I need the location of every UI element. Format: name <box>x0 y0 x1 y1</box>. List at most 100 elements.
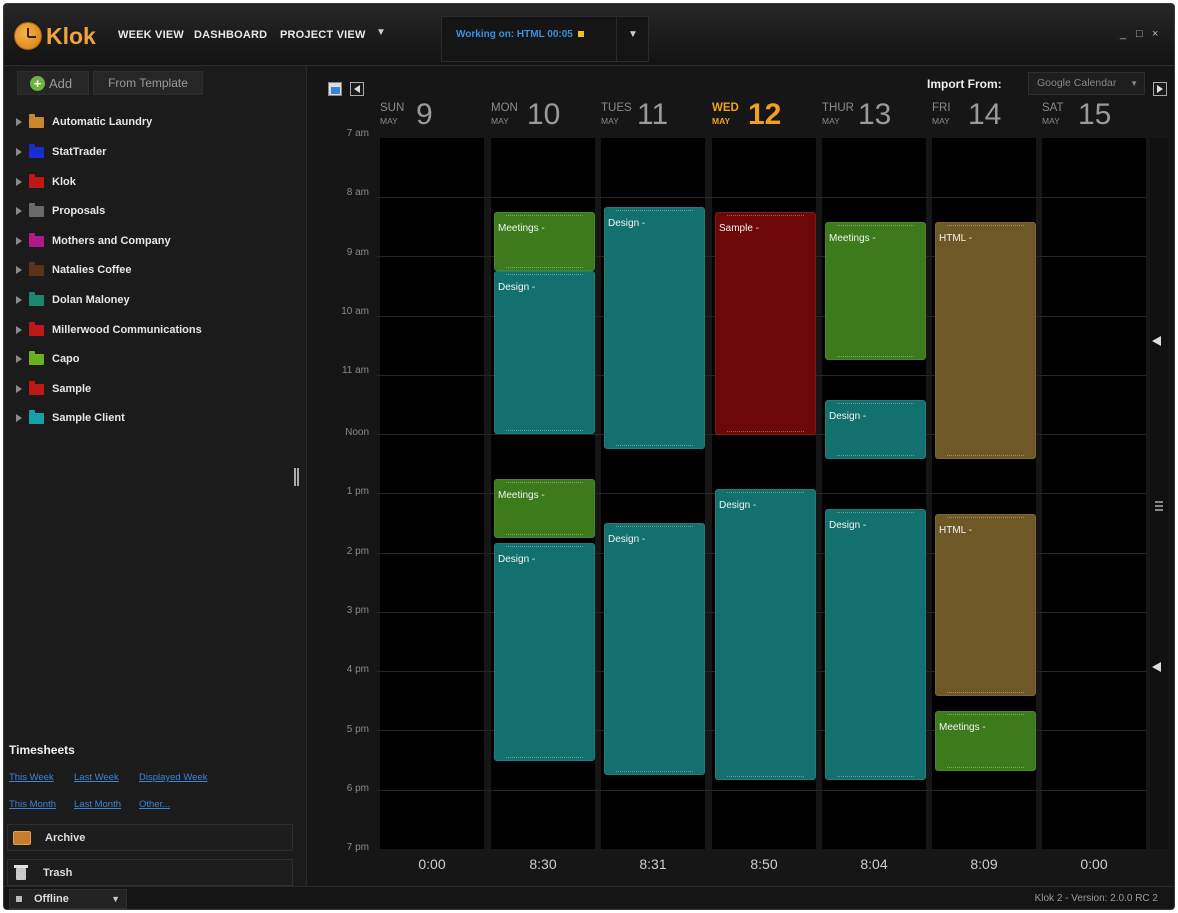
hour-label: 7 am <box>346 128 369 139</box>
day-month: MAY <box>822 116 840 126</box>
expand-arrow-icon[interactable] <box>16 296 22 304</box>
clock-icon <box>14 22 42 50</box>
entry-label: Design - <box>719 499 757 511</box>
project-item[interactable]: Sample Client <box>16 408 301 428</box>
project-item[interactable]: Dolan Maloney <box>16 290 301 310</box>
status-icon <box>16 896 22 902</box>
next-week-button[interactable] <box>1153 82 1167 96</box>
project-item[interactable]: Automatic Laundry <box>16 112 301 132</box>
time-entry-block[interactable]: Design - <box>494 543 595 761</box>
archive-label: Archive <box>45 831 86 844</box>
maximize-button[interactable]: □ <box>1136 28 1143 40</box>
sidebar-resize-handle[interactable] <box>294 468 299 486</box>
project-item[interactable]: Mothers and Company <box>16 231 301 251</box>
project-item[interactable]: Sample <box>16 379 301 399</box>
nav-project-view[interactable]: PROJECT VIEW <box>280 29 366 41</box>
project-item[interactable]: Capo <box>16 349 301 369</box>
time-entry-block[interactable]: Design - <box>604 523 705 776</box>
day-number: 9 <box>416 98 433 131</box>
expand-arrow-icon[interactable] <box>16 385 22 393</box>
time-entry-block[interactable]: HTML - <box>935 513 1036 697</box>
folder-icon <box>29 380 44 395</box>
expand-arrow-icon[interactable] <box>16 237 22 245</box>
timesheet-link-this-month[interactable]: This Month <box>9 799 56 810</box>
calendar-scrollbar[interactable] <box>1150 138 1168 849</box>
time-entry-block[interactable]: Meetings - <box>825 222 926 361</box>
time-entry-block[interactable]: HTML - <box>935 222 1036 460</box>
entry-label: Meetings - <box>498 223 545 235</box>
scroll-range-end-marker[interactable] <box>1152 662 1161 672</box>
minimize-button[interactable]: _ <box>1120 28 1127 40</box>
hour-label: 7 pm <box>346 842 369 853</box>
time-entry-block[interactable]: Design - <box>715 488 816 781</box>
nav-dashboard[interactable]: DASHBOARD <box>194 29 268 41</box>
nav-more-chevron-down-icon[interactable]: ▼ <box>376 27 386 38</box>
time-entry-block[interactable]: Meetings - <box>494 212 595 272</box>
time-entry-block[interactable]: Meetings - <box>494 478 595 539</box>
project-item[interactable]: StatTrader <box>16 142 301 162</box>
timesheet-link-other[interactable]: Other... <box>139 799 171 810</box>
time-entry-block[interactable]: Design - <box>825 399 926 460</box>
folder-icon <box>29 321 44 336</box>
entry-label: Meetings - <box>939 722 986 734</box>
scroll-range-start-marker[interactable] <box>1152 336 1161 346</box>
time-entry-block[interactable]: Sample - <box>715 212 816 435</box>
day-name: WED <box>712 102 739 114</box>
hour-label: 3 pm <box>346 605 369 616</box>
import-source-select[interactable]: Google Calendar ▼ <box>1028 72 1145 95</box>
calendar-icon[interactable] <box>328 82 342 96</box>
timesheet-link-last-month[interactable]: Last Month <box>74 799 121 810</box>
time-entry-block[interactable]: Meetings - <box>935 711 1036 771</box>
scroll-grip-icon[interactable] <box>1155 501 1163 511</box>
entry-label: Design - <box>498 554 536 566</box>
folder-icon <box>29 291 44 306</box>
timesheet-link-this-week[interactable]: This Week <box>9 772 54 783</box>
day-name: SUN <box>380 102 405 114</box>
from-template-button[interactable]: From Template <box>93 71 203 95</box>
expand-arrow-icon[interactable] <box>16 118 22 126</box>
trash-button[interactable]: Trash <box>7 859 293 886</box>
day-name: SAT <box>1042 102 1064 114</box>
daily-total: 8:04 <box>860 856 888 872</box>
expand-arrow-icon[interactable] <box>16 207 22 215</box>
chevron-down-icon: ▼ <box>111 894 120 904</box>
folder-icon <box>29 143 44 158</box>
expand-arrow-icon[interactable] <box>16 355 22 363</box>
day-number: 14 <box>968 98 1002 131</box>
working-on-panel[interactable]: Working on: HTML 00:05 ▼ <box>441 16 649 62</box>
expand-arrow-icon[interactable] <box>16 148 22 156</box>
day-name: MON <box>491 102 518 114</box>
add-button[interactable]: + Add <box>17 71 89 95</box>
expand-arrow-icon[interactable] <box>16 178 22 186</box>
project-name: Sample <box>52 383 92 395</box>
project-item[interactable]: Proposals <box>16 201 301 221</box>
working-indicator-icon <box>577 31 584 38</box>
archive-icon <box>13 830 31 845</box>
entry-label: Sample - <box>719 223 760 235</box>
time-entry-block[interactable]: Design - <box>604 207 705 450</box>
expand-arrow-icon[interactable] <box>16 414 22 422</box>
timesheets-title: Timesheets <box>9 743 75 757</box>
connection-status-dropdown[interactable]: Offline ▼ <box>9 889 127 909</box>
project-name: StatTrader <box>52 146 107 158</box>
chevron-down-icon: ▼ <box>1130 79 1138 88</box>
timesheet-link-last-week[interactable]: Last Week <box>74 772 119 783</box>
close-button[interactable]: × <box>1152 28 1159 40</box>
top-bar: Klok WEEK VIEW DASHBOARD PROJECT VIEW ▼ … <box>4 4 1174 66</box>
folder-icon <box>29 202 44 217</box>
nav-week-view[interactable]: WEEK VIEW <box>118 29 184 41</box>
archive-button[interactable]: Archive <box>7 824 293 851</box>
expand-arrow-icon[interactable] <box>16 326 22 334</box>
project-item[interactable]: Klok <box>16 172 301 192</box>
folder-icon <box>29 261 44 276</box>
timesheet-link-displayed-week[interactable]: Displayed Week <box>139 772 208 783</box>
expand-arrow-icon[interactable] <box>16 266 22 274</box>
project-item[interactable]: Millerwood Communications <box>16 320 301 340</box>
chevron-down-icon[interactable]: ▼ <box>628 29 638 40</box>
logo: Klok <box>14 22 96 50</box>
previous-week-button[interactable] <box>350 82 364 96</box>
daily-total: 8:31 <box>639 856 667 872</box>
project-item[interactable]: Natalies Coffee <box>16 260 301 280</box>
time-entry-block[interactable]: Design - <box>825 508 926 781</box>
time-entry-block[interactable]: Design - <box>494 271 595 435</box>
